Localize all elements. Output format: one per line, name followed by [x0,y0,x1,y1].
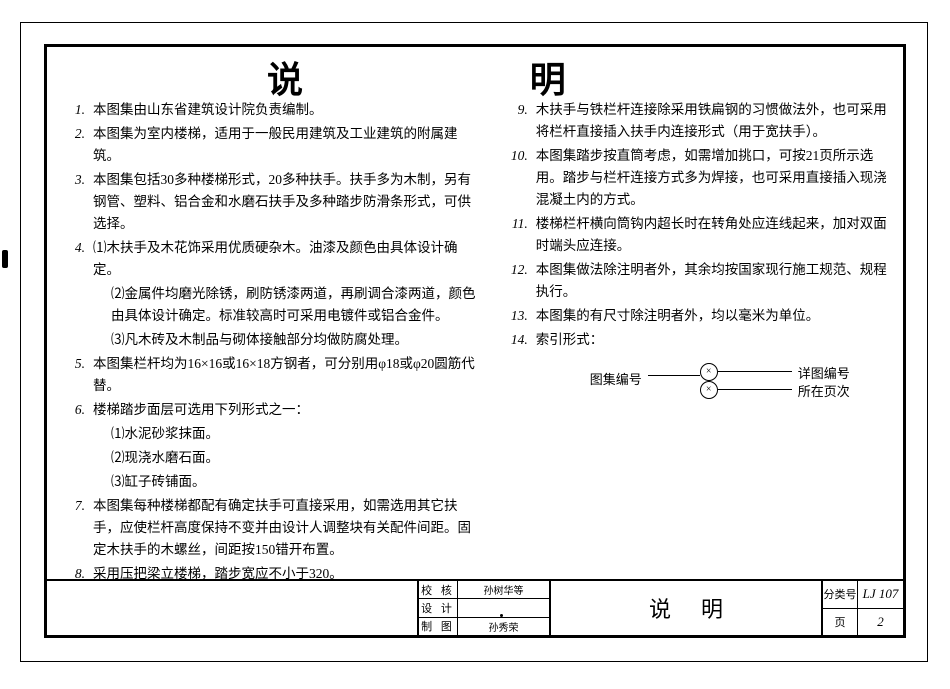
item-text: 本图集每种楼梯都配有确定扶手可直接采用，如需选用其它扶手，应使栏杆高度保持不变并… [93,495,480,561]
item-text: ⑵金属件均磨光除锈，刷防锈漆两道，再刷调合漆两道，颜色由具体设计确定。标准较高时… [111,283,480,327]
tb-val: 孙树华等 [458,581,549,598]
item-text: ⑴木扶手及木花饰采用优质硬杂木。油漆及颜色由具体设计确定。 [93,237,480,281]
item-number: 3. [57,169,93,235]
title-block: 校 核 孙树华等 设 计 制 图 孙秀荣 说明 分类号 LJ 107 [47,579,903,635]
list-item: 12.本图集做法除注明者外，其余均按国家现行施工规范、规程执行。 [500,259,893,303]
list-item: ⑶缸子砖铺面。 [57,471,480,493]
list-item: 7.本图集每种楼梯都配有确定扶手可直接采用，如需选用其它扶手，应使栏杆高度保持不… [57,495,480,561]
item-number: 9. [500,99,536,143]
item-text: 本图集包括30多种楼梯形式，20多种扶手。扶手多为木制，另有钢管、塑料、铝合金和… [93,169,480,235]
item-text: 本图集由山东省建筑设计院负责编制。 [93,99,480,121]
item-number: 1. [57,99,93,121]
list-item: 13.本图集的有尺寸除注明者外，均以毫米为单位。 [500,305,893,327]
item-text: 木扶手与铁栏杆连接除采用铁扁钢的习惯做法外，也可采用将栏杆直接插入扶手内连接形式… [536,99,893,143]
content-area: 说 1.本图集由山东省建筑设计院负责编制。 2.本图集为室内楼梯，适用于一般民用… [47,47,903,575]
tb-row: 制 图 孙秀荣 [419,618,549,635]
cite-line [718,389,792,390]
tb-fields: 校 核 孙树华等 设 计 制 图 孙秀荣 [417,581,549,635]
tb-key: 校 核 [419,581,458,598]
list-item: ⑴水泥砂浆抹面。 [57,423,480,445]
tb-right-val: 2 [858,609,903,636]
tb-right-row: 页 2 [823,609,903,636]
scan-artifact [500,614,503,617]
column-right: 明 9.木扶手与铁栏杆连接除采用铁扁钢的习惯做法外，也可采用将栏杆直接插入扶手内… [492,55,893,571]
list-item: ⑵现浇水磨石面。 [57,447,480,469]
item-text: 本图集为室内楼梯，适用于一般民用建筑及工业建筑的附属建筑。 [93,123,480,167]
title-char-2: 明 [530,51,568,103]
item-text: 本图集栏杆均为16×16或16×18方钢者，可分别用φ18或φ20圆筋代替。 [93,353,480,397]
list-item: 3.本图集包括30多种楼梯形式，20多种扶手。扶手多为木制，另有钢管、塑料、铝合… [57,169,480,235]
item-number: 13. [500,305,536,327]
tb-row: 设 计 [419,599,549,617]
item-text: ⑶缸子砖铺面。 [111,471,480,493]
tb-row: 校 核 孙树华等 [419,581,549,599]
item-number [75,329,111,351]
item-number [75,471,111,493]
tb-key: 设 计 [419,599,458,616]
item-number: 7. [57,495,93,561]
list-item: 1.本图集由山东省建筑设计院负责编制。 [57,99,480,121]
drawing-frame: 说 1.本图集由山东省建筑设计院负责编制。 2.本图集为室内楼梯，适用于一般民用… [44,44,906,638]
item-text: 楼梯栏杆横向筒钩内超长时在转角处应连线起来，加对双面时端头应连接。 [536,213,893,257]
tb-val [458,599,549,616]
title-right-row: 明 [500,55,893,99]
scan-artifact [2,250,8,268]
cite-line [648,375,700,376]
item-text: 楼梯踏步面层可选用下列形式之一： [93,399,480,421]
list-item: ⑶凡木砖及木制品与砌体接触部分均做防腐处理。 [57,329,480,351]
item-number [75,423,111,445]
item-text: 索引形式： [536,329,893,351]
item-number: 12. [500,259,536,303]
list-item: 4.⑴木扶手及木花饰采用优质硬杂木。油漆及颜色由具体设计确定。 [57,237,480,281]
item-text: ⑶凡木砖及木制品与砌体接触部分均做防腐处理。 [111,329,480,351]
tb-right-key: 页 [823,609,858,636]
column-left: 说 1.本图集由山东省建筑设计院负责编制。 2.本图集为室内楼梯，适用于一般民用… [57,55,492,571]
citation-diagram: 图集编号 × × 详图编号 所在页次 [590,361,893,411]
list-item: 10.本图集踏步按直筒考虑，如需增加挑口，可按21页所示选用。踏步与栏杆连接方式… [500,145,893,211]
cite-label-left: 图集编号 [590,369,642,388]
tb-right-key: 分类号 [823,581,858,608]
list-item: ⑵金属件均磨光除锈，刷防锈漆两道，再刷调合漆两道，颜色由具体设计确定。标准较高时… [57,283,480,327]
item-text: 本图集做法除注明者外，其余均按国家现行施工规范、规程执行。 [536,259,893,303]
item-text: 本图集踏步按直筒考虑，如需增加挑口，可按21页所示选用。踏步与栏杆连接方式多为焊… [536,145,893,211]
cite-label-right-bot: 所在页次 [798,381,850,400]
item-text: ⑵现浇水磨石面。 [111,447,480,469]
list-item: 14.索引形式： [500,329,893,351]
item-text: 本图集的有尺寸除注明者外，均以毫米为单位。 [536,305,893,327]
scan-artifact [840,370,842,372]
cite-line [718,371,792,372]
tb-center-title: 说明 [549,581,821,635]
item-number: 14. [500,329,536,351]
tb-right: 分类号 LJ 107 页 2 [821,581,903,635]
cite-circle: × [700,363,718,381]
page: 说 1.本图集由山东省建筑设计院负责编制。 2.本图集为室内楼梯，适用于一般民用… [0,0,950,689]
columns: 说 1.本图集由山东省建筑设计院负责编制。 2.本图集为室内楼梯，适用于一般民用… [57,55,893,571]
tb-right-row: 分类号 LJ 107 [823,581,903,609]
cite-label-right-top: 详图编号 [798,363,850,382]
cite-circle: × [700,381,718,399]
item-text: ⑴水泥砂浆抹面。 [111,423,480,445]
item-number: 5. [57,353,93,397]
list-item: 11.楼梯栏杆横向筒钩内超长时在转角处应连线起来，加对双面时端头应连接。 [500,213,893,257]
title-left-row: 说 [57,55,480,99]
item-number [75,447,111,469]
item-number [75,283,111,327]
item-number: 6. [57,399,93,421]
list-item: 6.楼梯踏步面层可选用下列形式之一： [57,399,480,421]
list-item: 5.本图集栏杆均为16×16或16×18方钢者，可分别用φ18或φ20圆筋代替。 [57,353,480,397]
list-item: 9.木扶手与铁栏杆连接除采用铁扁钢的习惯做法外，也可采用将栏杆直接插入扶手内连接… [500,99,893,143]
item-number: 4. [57,237,93,281]
tb-right-val: LJ 107 [858,581,903,608]
tb-val: 孙秀荣 [458,618,549,635]
tb-spacer [47,581,417,635]
item-number: 10. [500,145,536,211]
list-item: 2.本图集为室内楼梯，适用于一般民用建筑及工业建筑的附属建筑。 [57,123,480,167]
tb-key: 制 图 [419,618,458,635]
item-number: 2. [57,123,93,167]
title-char-1: 说 [267,51,305,103]
item-number: 11. [500,213,536,257]
